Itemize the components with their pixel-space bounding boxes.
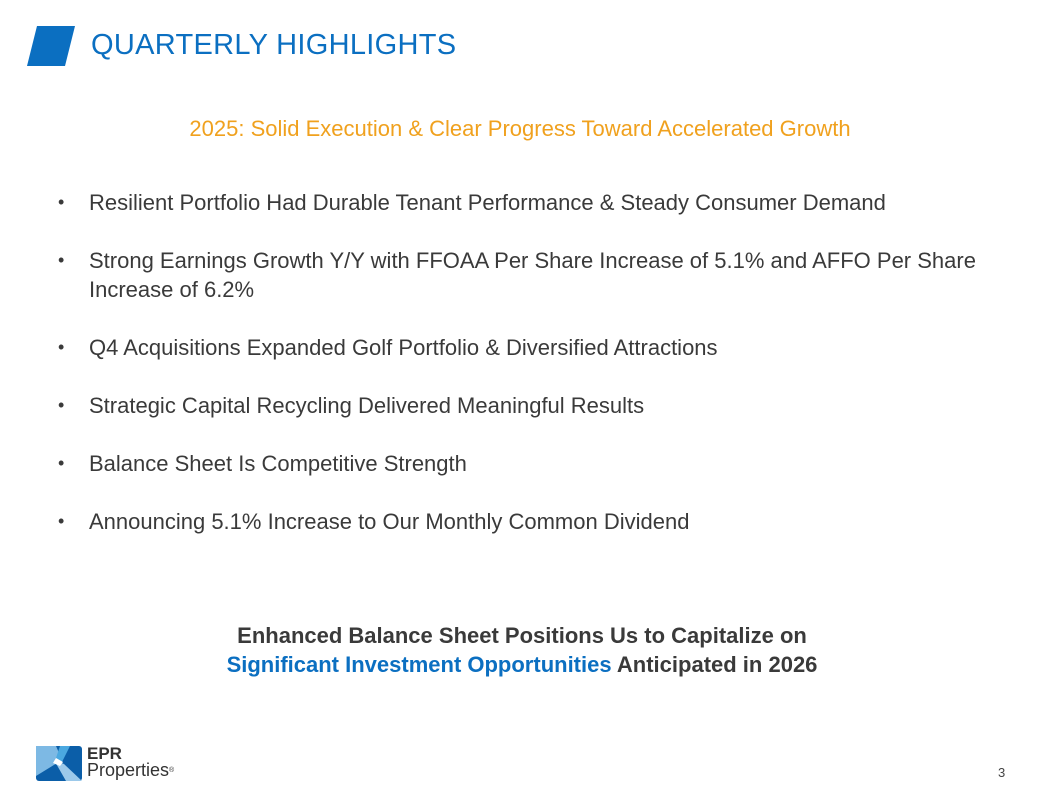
bullet-icon: • xyxy=(58,511,65,531)
closing-rest: Anticipated in 2026 xyxy=(611,652,818,677)
bullet-icon: • xyxy=(58,192,65,212)
closing-line-2: Significant Investment Opportunities Ant… xyxy=(0,650,1040,679)
closing-statement: Enhanced Balance Sheet Positions Us to C… xyxy=(0,621,1040,679)
epr-logo-icon xyxy=(36,746,82,781)
page-title: QUARTERLY HIGHLIGHTS xyxy=(91,29,457,61)
bullet-icon: • xyxy=(58,395,65,415)
list-item-text: Resilient Portfolio Had Durable Tenant P… xyxy=(89,190,886,215)
list-item-text: Q4 Acquisitions Expanded Golf Portfolio … xyxy=(89,335,718,360)
list-item: • Resilient Portfolio Had Durable Tenant … xyxy=(58,188,978,217)
bullet-icon: • xyxy=(58,337,65,357)
list-item: • Q4 Acquisitions Expanded Golf Portfolio… xyxy=(58,333,978,362)
closing-highlight: Significant Investment Opportunities xyxy=(226,652,612,677)
bullet-icon: • xyxy=(58,250,65,270)
list-item-text: Announcing 5.1% Increase to Our Monthly … xyxy=(89,509,690,534)
logo-wordmark: EPR Properties® xyxy=(87,745,174,779)
list-item-text: Strong Earnings Growth Y/Y with FFOAA Pe… xyxy=(89,248,976,302)
list-item: • Balance Sheet Is Competitive Strength xyxy=(58,449,978,478)
list-item-text: Balance Sheet Is Competitive Strength xyxy=(89,451,467,476)
closing-line-1: Enhanced Balance Sheet Positions Us to C… xyxy=(237,623,807,648)
page-number: 3 xyxy=(998,765,1006,780)
list-item: • Strong Earnings Growth Y/Y with FFOAA P… xyxy=(58,246,978,304)
list-item: • Announcing 5.1% Increase to Our Monthly… xyxy=(58,507,978,536)
logo-line-2: Properties xyxy=(87,760,170,780)
logo-line-1: EPR xyxy=(87,744,122,763)
list-item: • Strategic Capital Recycling Delivered M… xyxy=(58,391,978,420)
list-item-text: Strategic Capital Recycling Delivered Me… xyxy=(89,393,645,418)
bullet-icon: • xyxy=(58,453,65,473)
subtitle: 2025: Solid Execution & Clear Progress T… xyxy=(189,116,851,141)
registered-mark: ® xyxy=(169,767,175,774)
highlights-list: • Resilient Portfolio Had Durable Tenant … xyxy=(58,188,978,565)
title-accent-shape xyxy=(27,26,75,66)
